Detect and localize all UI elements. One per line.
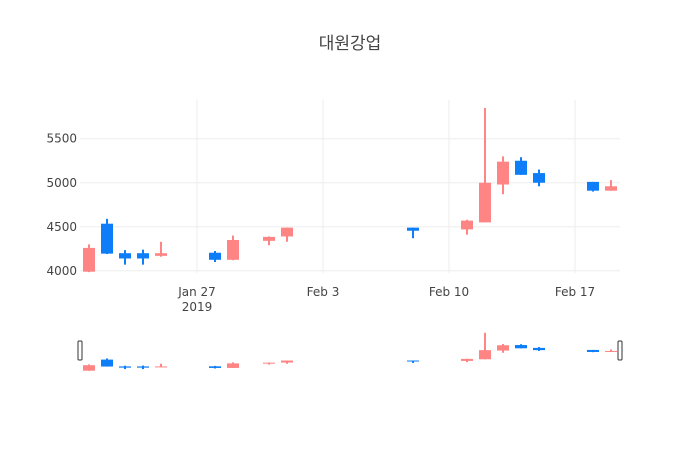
slider-candle-body <box>119 366 131 368</box>
y-tick-label: 5000 <box>46 176 77 190</box>
slider-candle-body <box>281 360 293 363</box>
candle-body <box>479 182 491 223</box>
candle-body <box>515 160 527 175</box>
candle-body <box>209 252 221 260</box>
range-handle[interactable] <box>617 340 623 361</box>
x-tick-label: Feb 10 <box>429 285 469 299</box>
y-tick-label: 5500 <box>46 132 77 146</box>
candle-body <box>533 173 545 183</box>
candle-body <box>263 236 275 241</box>
slider-candle-body <box>605 350 617 352</box>
x-year-label: 2019 <box>182 300 213 314</box>
candle-body <box>119 253 131 259</box>
slider-candle-body <box>137 366 149 368</box>
slider-candle-body <box>101 359 113 367</box>
slider-candle-body <box>263 362 275 364</box>
slider-candle-body <box>461 358 473 361</box>
y-tick-label: 4000 <box>46 264 77 278</box>
candle-body <box>497 161 509 185</box>
candle-body <box>155 253 167 256</box>
candle-body <box>605 186 617 191</box>
slider-candle-body <box>227 363 239 368</box>
slider-candle-body <box>533 347 545 351</box>
candle-body <box>407 227 419 231</box>
x-tick-label: Feb 3 <box>307 285 340 299</box>
range-handle[interactable] <box>77 340 83 361</box>
candle-body <box>461 220 473 230</box>
slider-candle-body <box>515 345 527 349</box>
candle-body <box>587 181 599 191</box>
y-tick-label: 4500 <box>46 220 77 234</box>
candle-body <box>281 227 293 237</box>
slider-candle-body <box>83 365 95 371</box>
candle-body <box>137 253 149 259</box>
slider-candle-body <box>209 366 221 368</box>
slider-candle-body <box>497 345 509 351</box>
slider-candle-body <box>407 360 419 362</box>
candle-body <box>83 247 95 272</box>
slider-candle-body <box>587 349 599 352</box>
candle-body <box>101 223 113 254</box>
slider-candle-body <box>479 350 491 360</box>
chart-title: 대원강업 <box>319 34 382 54</box>
slider-candle-body <box>155 366 167 368</box>
candle-body <box>227 239 239 260</box>
x-tick-label: Jan 27 <box>177 285 216 299</box>
x-tick-label: Feb 17 <box>555 285 595 299</box>
